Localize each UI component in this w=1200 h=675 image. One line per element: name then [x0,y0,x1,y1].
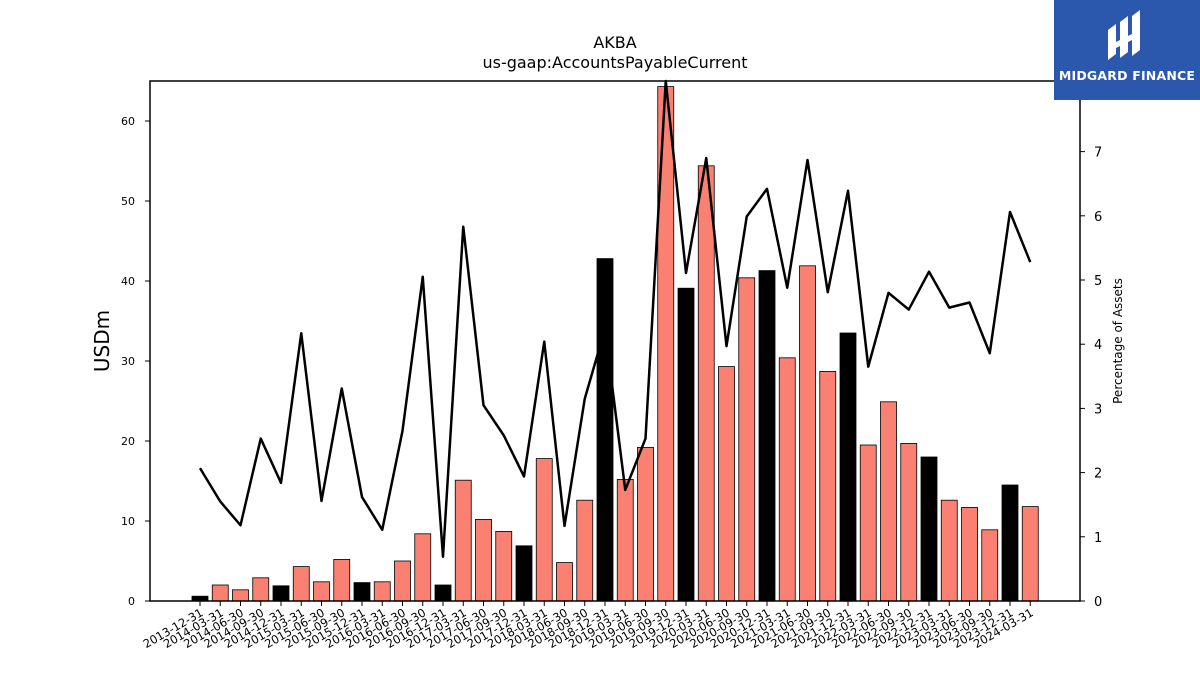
bars-group [191,86,1039,602]
bar-2021-09-30 [819,370,837,602]
y-tick-label: 60 [121,115,135,128]
bar-2023-06-30 [961,506,978,602]
bar-2015-12-31 [353,582,371,602]
bar-2023-03-31 [940,499,958,602]
y-tick-label: 40 [121,275,135,288]
bar-2019-03-31 [616,478,634,602]
plot-frame [149,80,1081,602]
bar-2014-03-31 [211,584,229,602]
bar-2022-12-31 [920,456,938,602]
bar-2024-03-31 [1021,506,1039,602]
bar-2017-03-31 [454,479,472,602]
y-axis-label: USDm [90,310,114,372]
bar-2016-09-30 [414,533,432,602]
y2-tick-label: 1 [1094,531,1102,546]
line-group [198,79,1032,558]
bar-2015-06-30 [313,581,330,602]
y2-tick-label: 7 [1094,146,1102,161]
bar-2017-09-30 [495,531,513,602]
bar-2014-09-30 [252,577,270,602]
y-tick-label: 30 [121,355,135,368]
bar-2016-12-31 [434,584,452,602]
bar-2017-12-31 [515,545,533,602]
bar-2020-03-31 [697,165,715,602]
y2-tick-label: 6 [1094,210,1102,225]
x-axis: 2013-12-312014-03-312014-06-302014-09-30… [141,601,1036,651]
chart-subtitle: us-gaap:AccountsPayableCurrent [482,53,747,72]
bar-2020-06-30 [718,366,735,602]
y-tick-label: 20 [121,435,135,448]
bar-2018-03-31 [535,458,553,602]
bar-2016-03-31 [373,581,391,602]
bar-2019-12-31 [677,287,695,602]
bar-2014-06-30 [232,589,249,602]
left-axis: 0 10 20 30 40 50 60 [121,115,150,608]
bar-2019-06-30 [637,446,654,602]
y2-tick-label: 2 [1094,467,1102,482]
bar-2015-09-30 [333,559,351,602]
bar-2015-03-31 [292,566,310,602]
y2-tick-label: 3 [1094,402,1102,417]
bar-2022-06-30 [880,401,897,602]
brand-logo: MIDGARD FINANCE [1054,0,1200,100]
bar-2016-06-30 [394,560,411,602]
y2-tick-label: 0 [1094,595,1102,610]
bar-2014-12-31 [272,585,290,602]
bar-2022-03-31 [859,444,877,602]
bar-2020-12-31 [758,270,776,602]
bar-2021-03-31 [778,357,796,602]
bar-2023-12-31 [1001,484,1019,602]
percentage-line [198,79,1032,558]
y2-axis-label: Percentage of Assets [1111,278,1125,404]
right-axis: 0 1 2 3 4 5 6 7 [1080,146,1102,610]
y2-tick-label: 5 [1094,274,1102,289]
y-tick-label: 0 [128,595,135,608]
bar-2018-06-30 [556,562,573,602]
bar-2021-12-31 [839,332,857,602]
bar-2017-06-30 [475,519,492,602]
chart-title: AKBA [593,33,636,52]
y-tick-label: 10 [121,515,135,528]
logo-icon [1108,10,1140,60]
bar-2018-09-30 [576,499,594,602]
bar-2018-12-31 [596,258,614,602]
bar-2022-09-30 [900,442,918,602]
bar-2023-09-30 [981,529,999,602]
logo-text: MIDGARD FINANCE [1058,68,1196,83]
y-tick-label: 50 [121,195,135,208]
bar-2021-06-30 [799,265,816,602]
y2-tick-label: 4 [1094,338,1102,353]
bar-2020-09-30 [738,277,756,602]
